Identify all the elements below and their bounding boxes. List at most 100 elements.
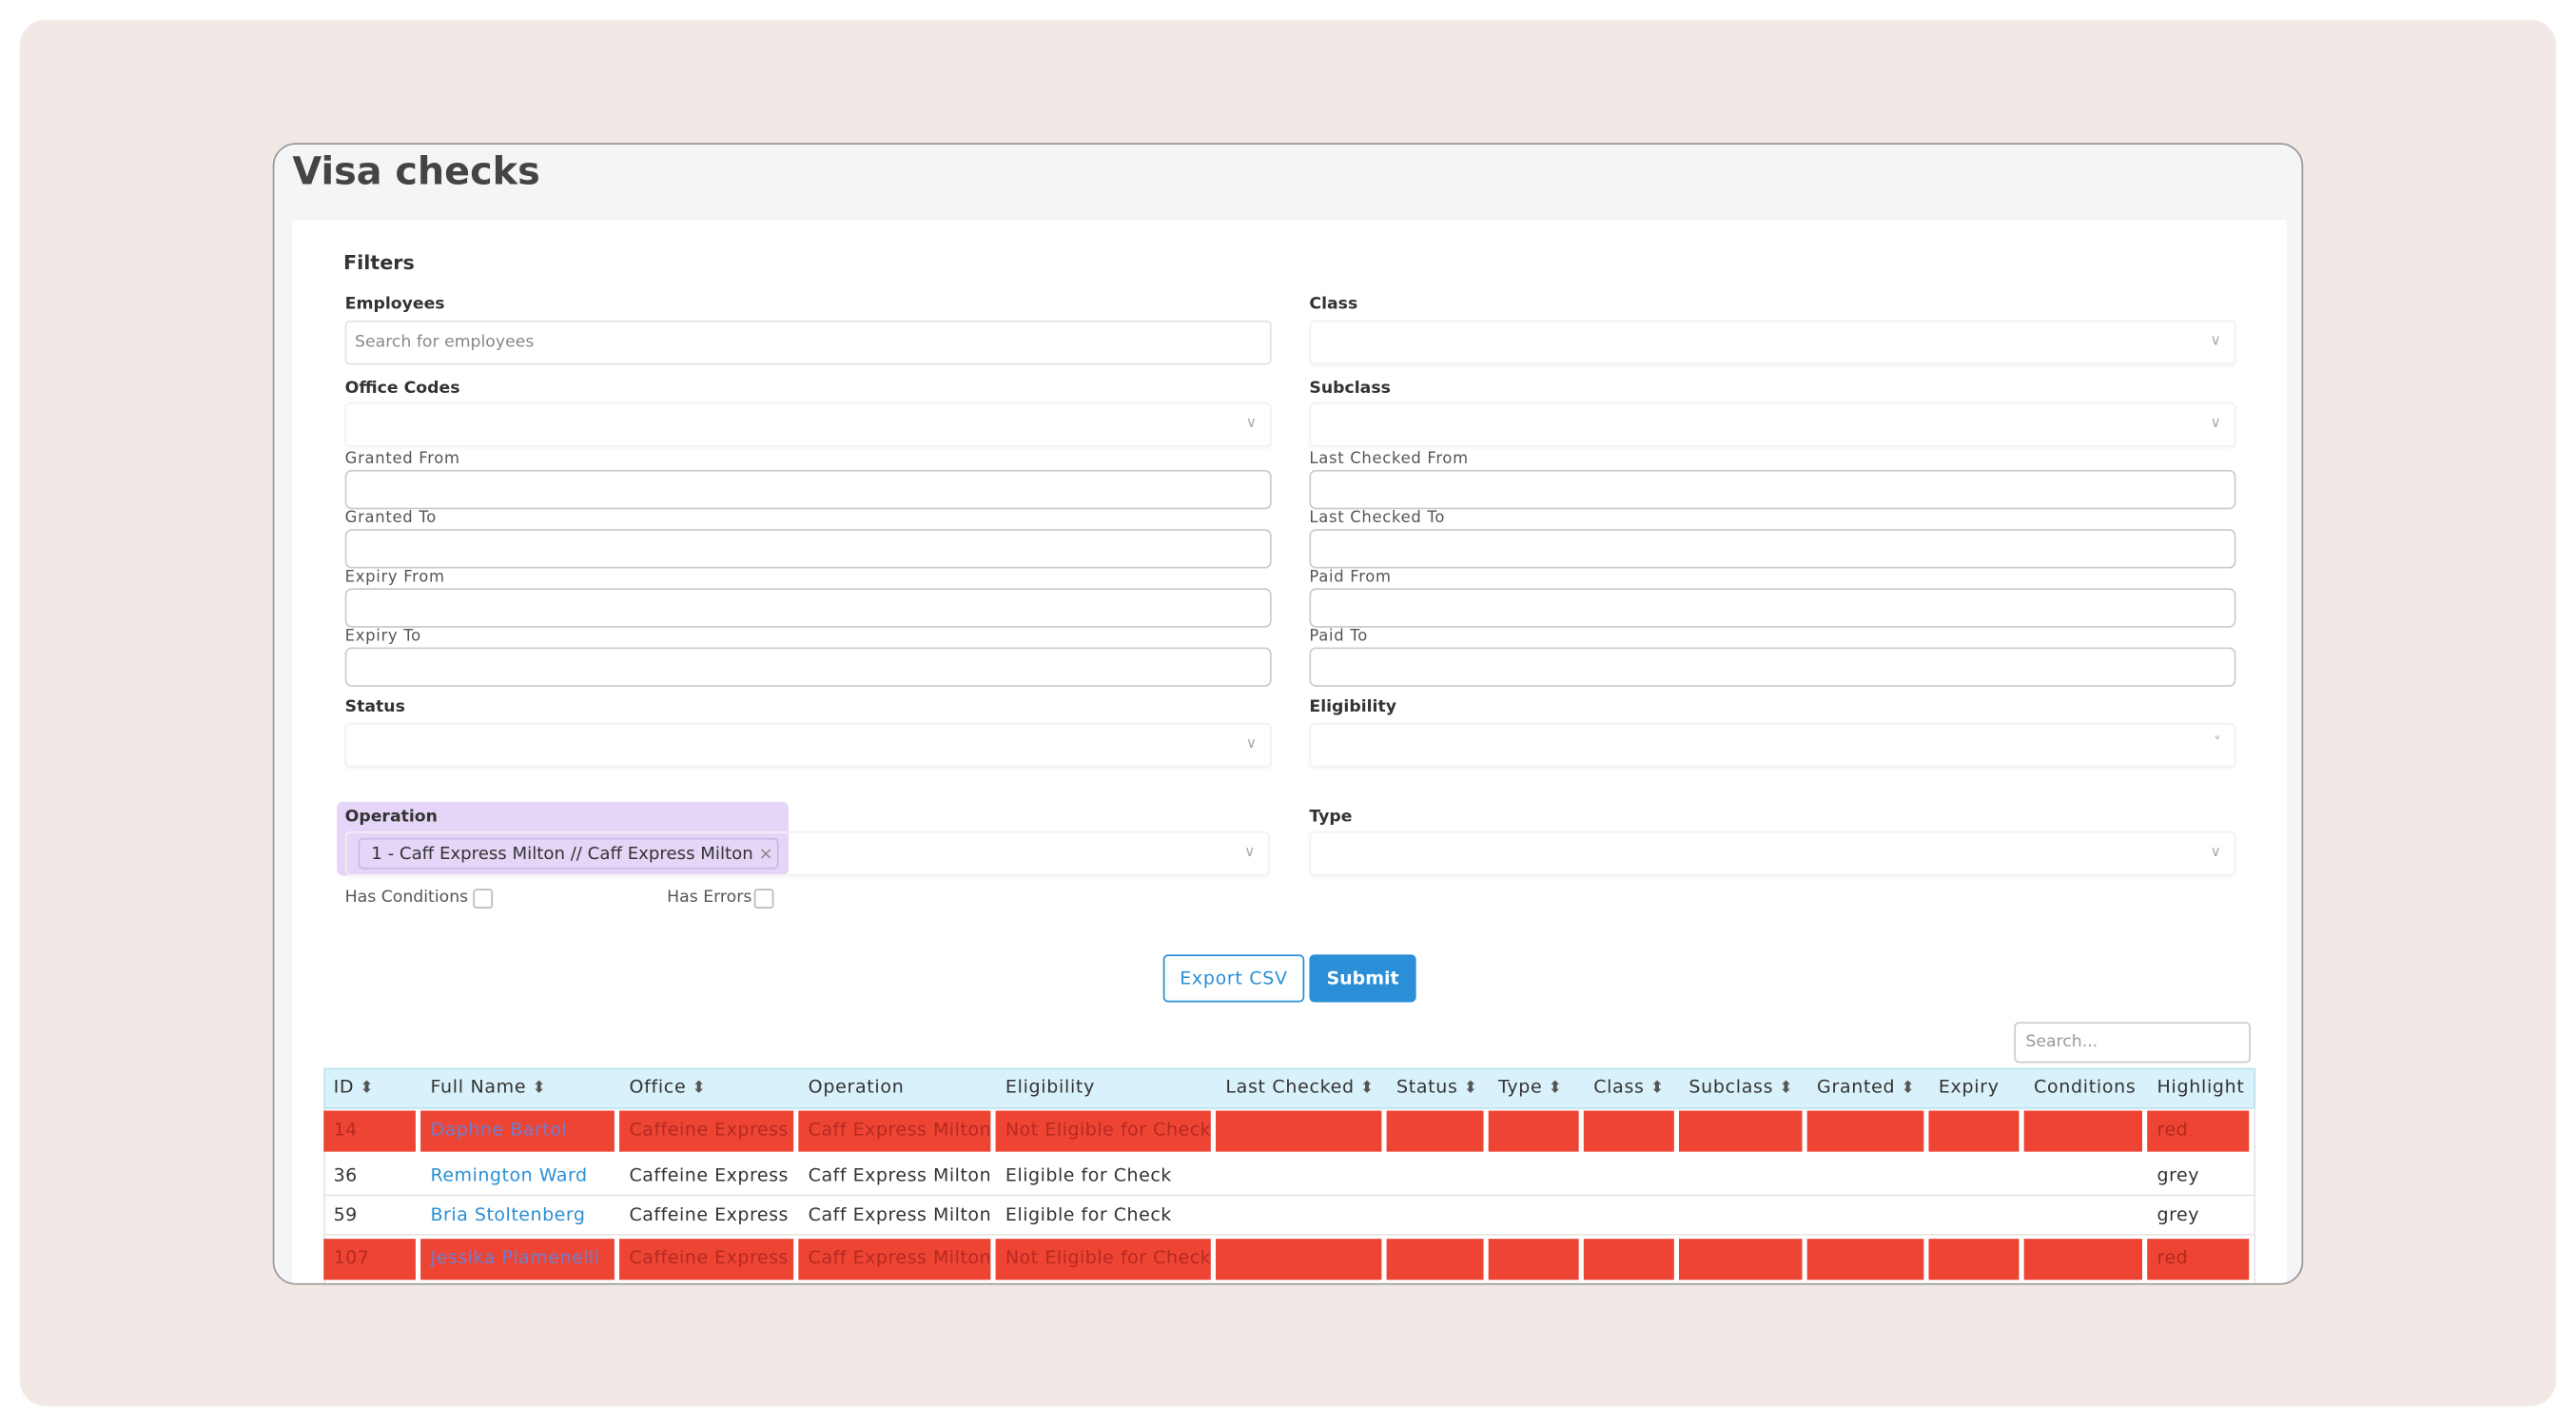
filter-label: Employees: [344, 295, 445, 314]
table-cell: Caff Express Milton: [798, 1110, 991, 1152]
table-cell: [1386, 1239, 1484, 1280]
column-label: Type: [1498, 1076, 1543, 1098]
table-cell: [1806, 1239, 1924, 1280]
chevron: ∨: [2210, 844, 2221, 861]
column-header[interactable]: Last Checked ⬍: [1225, 1068, 1375, 1109]
column-label: Last Checked: [1225, 1076, 1355, 1098]
date-input[interactable]: [1309, 588, 2236, 628]
column-header[interactable]: Status ⬍: [1396, 1068, 1478, 1109]
select-input[interactable]: ∨: [344, 402, 1272, 447]
table-cell: [1215, 1239, 1382, 1280]
table-cell[interactable]: Bria Stoltenberg: [430, 1203, 586, 1226]
table-cell: [1928, 1110, 2020, 1152]
filter-label: Subclass: [1309, 379, 1391, 398]
submit-button[interactable]: Submit: [1309, 954, 1416, 1003]
column-label: Conditions: [2034, 1076, 2137, 1098]
table-cell: 14: [323, 1110, 416, 1152]
table-cell: 59: [333, 1203, 358, 1226]
column-header[interactable]: Full Name ⬍: [430, 1068, 546, 1109]
filter-label: Granted To: [344, 509, 437, 528]
table-cell[interactable]: Remington Ward: [430, 1164, 588, 1186]
table-cell[interactable]: Jessika Plamenelli: [420, 1239, 615, 1280]
filter-label: Office Codes: [344, 379, 460, 398]
chevron: ∨: [1244, 844, 1256, 861]
chip[interactable]: 1 - Caff Express Milton // Caff Express …: [358, 837, 779, 870]
export-button[interactable]: Export CSV: [1162, 954, 1305, 1003]
filter-label: Class: [1309, 295, 1358, 314]
column-header[interactable]: Class ⬍: [1593, 1068, 1665, 1109]
date-input[interactable]: [1309, 647, 2236, 687]
table-cell: [1583, 1110, 1674, 1152]
table-cell: Not Eligible for Check: [995, 1110, 1211, 1152]
select-input[interactable]: ∨: [344, 831, 1270, 876]
chip-text: 1 - Caff Express Milton // Caff Express …: [371, 844, 753, 865]
table-cell: red: [2147, 1110, 2250, 1152]
checkbox[interactable]: [753, 889, 774, 909]
select-input[interactable]: ∨: [1309, 831, 2236, 876]
chevron: ∨: [2210, 333, 2221, 350]
column-header[interactable]: Office ⬍: [629, 1068, 706, 1109]
table-cell[interactable]: Daphne Bartol: [420, 1110, 615, 1152]
sort-icon[interactable]: ⬍: [1542, 1079, 1563, 1098]
sort-icon[interactable]: ⬍: [1773, 1079, 1794, 1098]
filter-label: Last Checked To: [1309, 509, 1446, 528]
table-cell: Caffeine Express: [629, 1164, 789, 1186]
select-input[interactable]: ∨: [1309, 402, 2236, 447]
date-input[interactable]: [344, 469, 1272, 510]
filter-label: Status: [344, 697, 405, 716]
table-cell: Caffeine Express: [619, 1110, 794, 1152]
filter-label: Expiry From: [344, 568, 445, 587]
column-header: Highlight: [2157, 1068, 2245, 1109]
chevron: ∨: [1245, 415, 1258, 433]
sort-icon[interactable]: ⬍: [1354, 1079, 1376, 1098]
table-cell: Caff Express Milton: [798, 1239, 991, 1280]
sort-icon[interactable]: ⬍: [1457, 1079, 1478, 1098]
column-header[interactable]: Granted ⬍: [1817, 1068, 1916, 1109]
table-cell: Caffeine Express: [619, 1239, 794, 1280]
table-search[interactable]: Search...: [2014, 1022, 2251, 1064]
chevron: ˅: [2214, 735, 2221, 753]
sort-icon[interactable]: ⬍: [1895, 1079, 1916, 1098]
chevron: ∨: [2210, 415, 2221, 433]
date-input[interactable]: [344, 588, 1272, 628]
filter-label: Expiry To: [344, 627, 421, 646]
date-input[interactable]: [344, 647, 1272, 687]
column-header: Eligibility: [1005, 1068, 1095, 1109]
date-input[interactable]: [1309, 529, 2236, 569]
column-header[interactable]: Type ⬍: [1498, 1068, 1563, 1109]
column-label: Operation: [808, 1076, 905, 1098]
column-label: Office: [629, 1076, 687, 1098]
column-header[interactable]: ID ⬍: [334, 1068, 375, 1109]
sort-icon[interactable]: ⬍: [686, 1079, 707, 1098]
filter-label: Paid From: [1309, 568, 1392, 587]
filter-label: Operation: [344, 808, 438, 827]
table-cell: [1678, 1239, 1803, 1280]
column-header: Conditions: [2034, 1068, 2136, 1109]
search-input[interactable]: Search for employees: [344, 320, 1272, 365]
table-cell: [1386, 1110, 1484, 1152]
date-input[interactable]: [344, 529, 1272, 569]
column-header[interactable]: Subclass ⬍: [1688, 1068, 1793, 1109]
checkbox[interactable]: [473, 889, 494, 909]
date-input[interactable]: [1309, 469, 2236, 510]
table-cell: 36: [333, 1164, 358, 1186]
select-input[interactable]: ˅: [1309, 722, 2236, 768]
column-label: Status: [1395, 1076, 1458, 1098]
filter-label: Granted From: [344, 450, 460, 469]
column-label: Granted: [1817, 1076, 1896, 1098]
chevron: ∨: [1245, 735, 1258, 753]
table-cell: Caff Express Milton: [808, 1164, 991, 1186]
sort-icon[interactable]: ⬍: [1644, 1079, 1665, 1098]
table-cell: [1488, 1110, 1579, 1152]
select-input[interactable]: ∨: [1309, 320, 2236, 365]
select-input[interactable]: ∨: [344, 722, 1272, 768]
column-label: ID: [333, 1076, 355, 1098]
sort-icon[interactable]: ⬍: [526, 1079, 547, 1098]
table-cell: [1806, 1110, 1924, 1152]
sort-icon[interactable]: ⬍: [354, 1079, 375, 1098]
column-label: Class: [1593, 1076, 1645, 1098]
chip-remove[interactable]: ×: [752, 844, 773, 865]
filters-title: Filters: [342, 251, 415, 275]
column-label: Subclass: [1688, 1076, 1774, 1098]
